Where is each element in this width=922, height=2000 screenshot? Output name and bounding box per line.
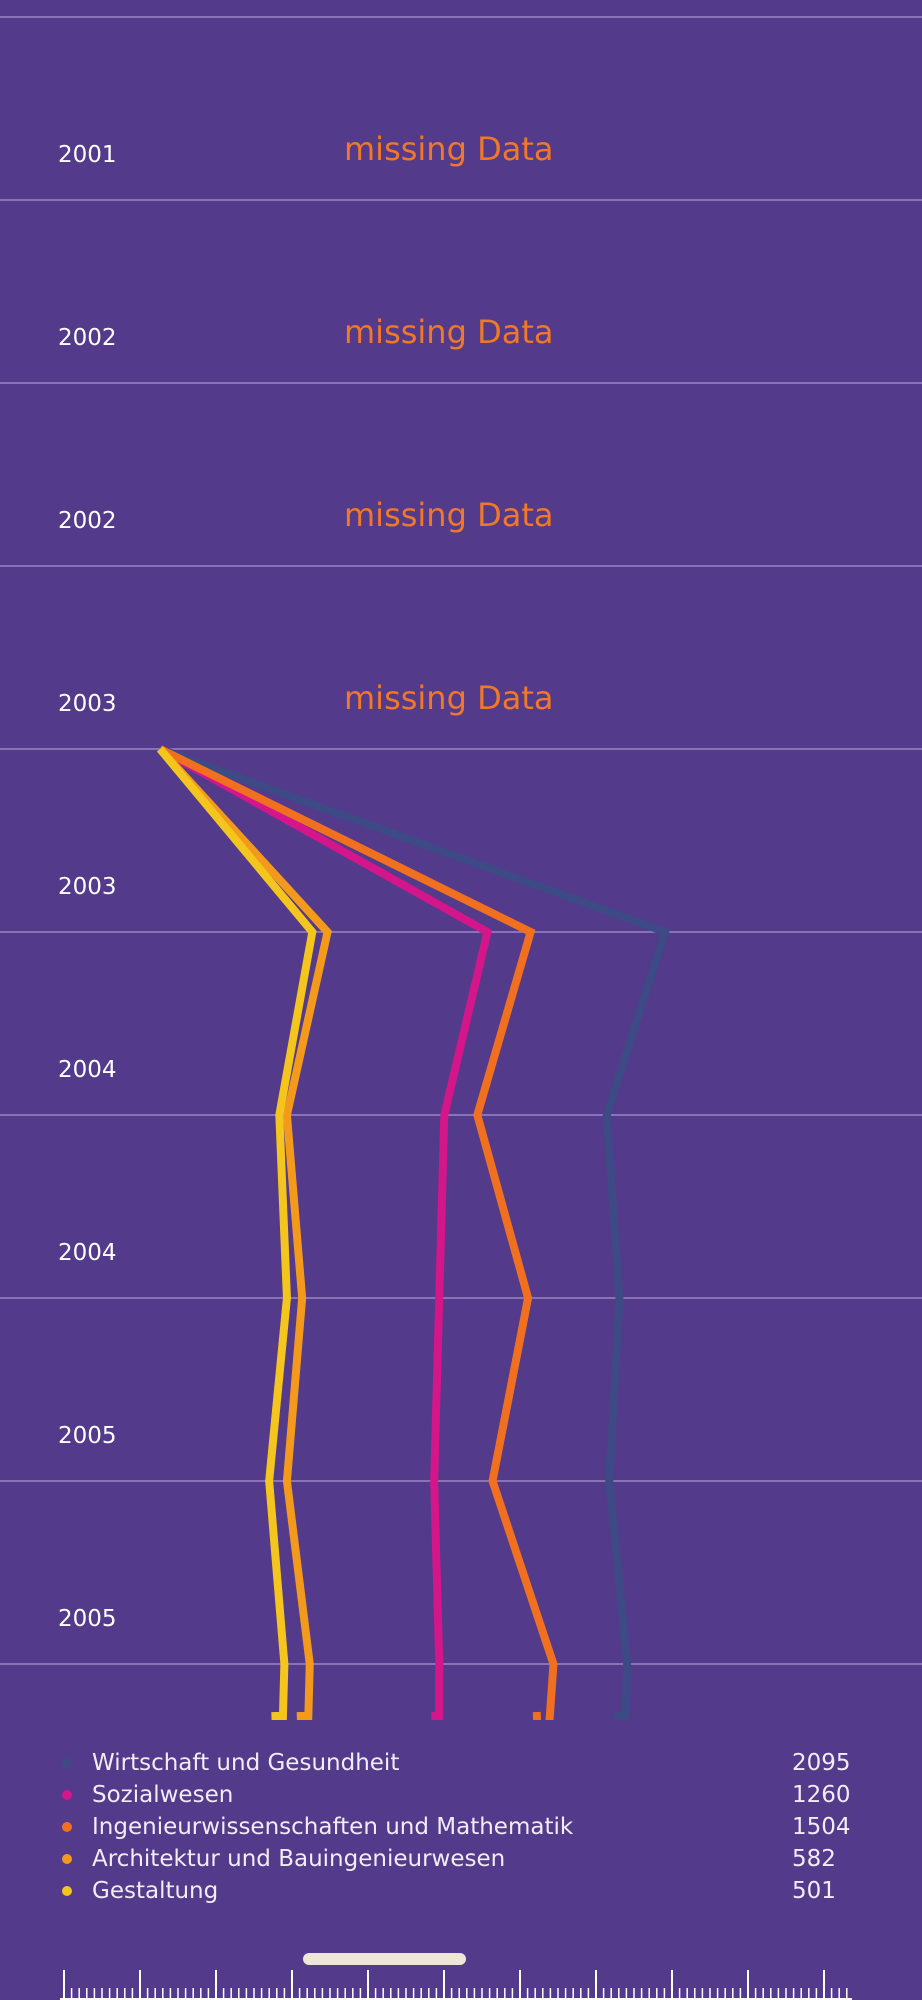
legend-marker [62, 1790, 72, 1800]
scroll-handle[interactable] [303, 1953, 466, 1965]
year-label: 2005 [58, 1606, 117, 1632]
legend-item: Ingenieurwissenschaften und Mathematik 15… [62, 1811, 862, 1843]
legend-label: Gestaltung [92, 1878, 219, 1904]
year-label: 2002 [58, 325, 117, 351]
timeline-ruler[interactable] [0, 1968, 922, 2000]
series-lines [156, 745, 671, 1720]
year-label: 2001 [58, 142, 117, 168]
legend-item: Gestaltung 501 [62, 1875, 862, 1907]
legend-label: Ingenieurwissenschaften und Mathematik [92, 1814, 574, 1840]
legend-value: 1504 [792, 1814, 851, 1840]
grid-lines [0, 16, 922, 1665]
legend-label: Wirtschaft und Gesundheit [92, 1750, 400, 1776]
legend-item: Architektur und Bauingenieurwesen 582 [62, 1843, 862, 1875]
series-line [158, 745, 493, 1720]
missing-data-label: missing Data [344, 679, 553, 717]
legend: Wirtschaft und Gesundheit 2095 Sozialwesen… [62, 1747, 862, 1907]
legend-value: 501 [792, 1878, 836, 1904]
year-label: 2003 [58, 691, 117, 717]
timeline-chart: 2001 2002 2002 2003 2003 2004 2004 2005 2005 mis… [0, 16, 922, 1720]
missing-data-label: missing Data [344, 313, 553, 351]
legend-value: 1260 [792, 1782, 851, 1808]
series-line [156, 746, 317, 1720]
legend-label: Architektur und Bauingenieurwesen [92, 1846, 506, 1872]
missing-data-label: missing Data [344, 496, 553, 534]
legend-marker [62, 1854, 72, 1864]
legend-marker [62, 1822, 72, 1832]
legend-marker [62, 1886, 72, 1896]
legend-label: Sozialwesen [92, 1782, 234, 1808]
legend-marker [62, 1758, 72, 1768]
missing-data-label: missing Data [344, 130, 553, 168]
legend-item: Sozialwesen 1260 [62, 1779, 862, 1811]
series-line [158, 745, 671, 1720]
year-label: 2003 [58, 874, 117, 900]
year-label: 2004 [58, 1057, 117, 1083]
missing-data-labels: missing Data missing Data missing Data miss… [344, 130, 553, 717]
year-label: 2002 [58, 508, 117, 534]
year-label: 2005 [58, 1423, 117, 1449]
legend-item: Wirtschaft und Gesundheit 2095 [62, 1747, 862, 1779]
series-line [158, 745, 558, 1720]
legend-value: 2095 [792, 1750, 851, 1776]
year-labels: 2001 2002 2002 2003 2003 2004 2004 2005 2005 [58, 142, 117, 1632]
legend-value: 582 [792, 1846, 836, 1872]
series-line [157, 746, 332, 1720]
year-label: 2004 [58, 1240, 117, 1266]
